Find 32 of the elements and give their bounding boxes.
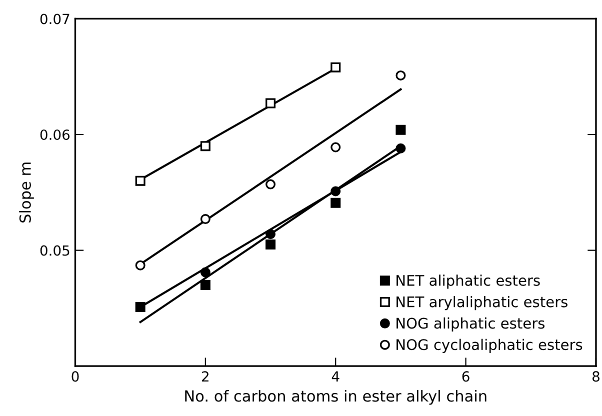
point (396, 124, 406, 135)
legend-label: NET aliphatic esters (396, 274, 540, 289)
point (396, 143, 406, 154)
legend-label: NET arylaliphatic esters (396, 296, 568, 310)
y-axis-title: Slope m (19, 162, 34, 222)
point (330, 186, 341, 196)
point (200, 280, 210, 290)
x-tick-label: 4 (332, 371, 340, 382)
point (396, 70, 406, 80)
point (330, 62, 341, 72)
y-tick-label: 0.06 (40, 129, 70, 140)
point (266, 98, 276, 108)
point (200, 267, 210, 278)
point (200, 214, 210, 224)
x-tick-label: 0 (72, 371, 79, 382)
point (200, 141, 210, 152)
x-tick-label: 6 (462, 371, 470, 382)
point (135, 302, 146, 312)
point (135, 176, 146, 186)
point (266, 240, 276, 250)
legend-label: NOG aliphatic esters (396, 317, 544, 332)
point (266, 229, 276, 240)
point (330, 198, 341, 208)
y-tick-label: 0.07 (40, 14, 70, 24)
point (266, 179, 276, 190)
legend-label: NOG cycloaliphatic esters (396, 338, 582, 353)
x-axis-title: No. of carbon atoms in ester alkyl chain (185, 390, 486, 405)
x-tick-label: 8 (592, 371, 600, 382)
x-tick-label: 2 (202, 371, 208, 382)
point (135, 260, 146, 270)
y-tick-label: 0.05 (40, 245, 70, 256)
point (330, 142, 341, 152)
